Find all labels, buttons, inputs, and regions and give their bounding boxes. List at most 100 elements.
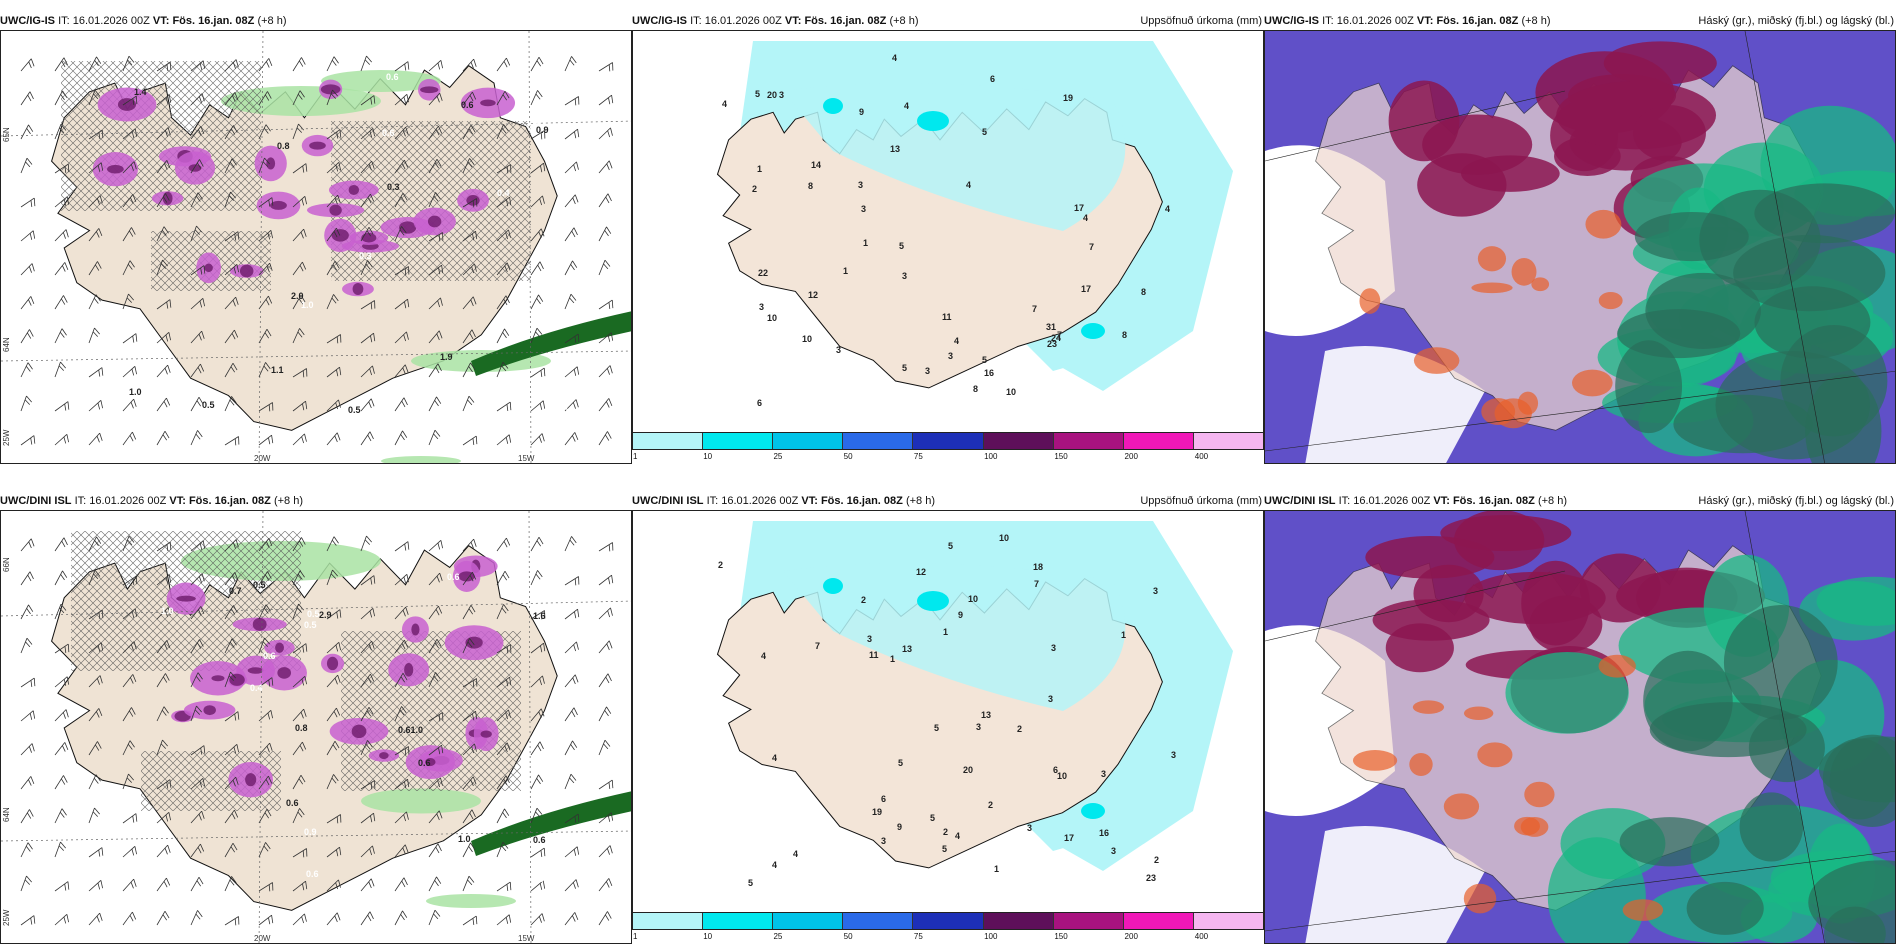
model-name: UWC/IG-IS — [632, 15, 687, 27]
wind-barb — [530, 774, 544, 790]
lat-label-66n: 66N — [2, 557, 11, 572]
cloud-map[interactable] — [1264, 30, 1896, 464]
wind-barb — [394, 573, 409, 586]
wind-barb — [54, 775, 68, 790]
wind-barb — [428, 539, 443, 552]
map-title: Uppsöfnuð úrkoma (mm) — [1140, 495, 1262, 507]
precip-value-label: 1 — [757, 164, 762, 174]
precip-value-label: 3 — [1048, 694, 1053, 704]
snow-core — [361, 232, 377, 243]
precip-value-label: 4 — [954, 336, 959, 346]
colorbar-ticks: 1 10 25 50 75 100 150 200 400 — [632, 452, 1264, 462]
wind-barb — [326, 674, 341, 688]
wind-barb — [292, 90, 305, 106]
map-title: Uppsöfnuð úrkoma (mm) — [1140, 15, 1262, 27]
precip-value-label: 6 — [757, 398, 762, 408]
precip-value-label: 4 — [892, 53, 897, 63]
precip-value-label: 16 — [984, 368, 994, 378]
wind-barb — [462, 842, 476, 858]
wind-barb — [190, 396, 204, 412]
precip-value-label: 11 — [942, 312, 952, 322]
precip-value-label: 9 — [897, 822, 902, 832]
it-label: IT: — [74, 495, 87, 507]
wind-barb — [326, 194, 341, 208]
wind-barb — [496, 709, 511, 722]
precip-band — [361, 788, 481, 814]
wind-barb — [224, 191, 236, 208]
wind-barb — [496, 328, 510, 344]
precip-map[interactable]: 4 3 13 20 12 10 16 18 17 19 23 11 9 5 3 3 6 4 5 3 2 4 5 2 10 7 13 9… — [632, 510, 1264, 922]
precip-value-label: 3 — [1171, 750, 1176, 760]
it-label: IT: — [706, 495, 719, 507]
cloud-map[interactable] — [1264, 510, 1896, 944]
wind-barb — [462, 915, 478, 926]
wind-barb — [428, 572, 443, 586]
wind-barb — [530, 642, 546, 654]
map-svg: 0.81.00.70.52.01.00.91.10.40.60.30.60.70… — [1, 31, 631, 463]
wind-barb — [156, 259, 168, 276]
wind-barb — [360, 95, 376, 106]
snow-core — [107, 164, 124, 174]
precip-map[interactable]: 5 4 4 4 4 10 3 22 17 14 12 8 3 10 19 16 31 24 8 4 3 7 8 3 5 3 6 8 9 3… — [632, 30, 1264, 442]
snow-core — [309, 141, 326, 150]
snow-core — [480, 99, 496, 107]
wind-barb — [292, 163, 308, 174]
wind-barb — [428, 158, 442, 174]
wind-barb — [394, 331, 409, 344]
wind-barb — [292, 57, 306, 72]
precip-value-label: 3 — [1153, 586, 1158, 596]
wind-barb — [54, 328, 67, 344]
colorbar-segment — [1053, 433, 1124, 449]
wind-barb — [326, 846, 342, 858]
precip-value-label: 13 — [902, 644, 912, 654]
wind-barb — [394, 706, 407, 722]
map-svg: 5444410322171412831019163124843783536893… — [633, 31, 1263, 441]
wind-barb — [190, 159, 204, 174]
precip-value-label: 5 — [755, 89, 760, 99]
wind-barb — [258, 842, 271, 858]
wind-barb — [598, 607, 613, 620]
wind-barb — [428, 330, 443, 344]
wind-barb — [88, 536, 102, 552]
snow-wind-map[interactable]: 0.8 1.0 0.7 0.5 2.0 1.0 0.9 1.1 0.4 0.6 0.3 0.6 0.7 0… — [0, 30, 632, 464]
panel-r1c2: UWC/IG-IS IT: 16.01.2026 00Z VT: Fös. 16… — [632, 12, 1264, 464]
wind-barb — [496, 164, 512, 174]
wind-barb — [54, 229, 69, 242]
wind-barb — [88, 261, 102, 276]
wind-barb — [190, 910, 203, 926]
precip-area-light — [783, 563, 1126, 711]
precip-area-mid — [1081, 323, 1105, 339]
wind-barb — [530, 327, 543, 344]
wind-barb — [224, 539, 239, 552]
precip-value-label: 7 — [815, 641, 820, 651]
wind-barb — [190, 810, 205, 824]
wind-barb — [20, 538, 35, 552]
precip-value-label: 5 — [942, 844, 947, 854]
wind-barb — [564, 260, 578, 276]
overlap-cloud — [1412, 700, 1445, 714]
wind-barb — [20, 91, 34, 106]
colorbar-tick: 25 — [773, 932, 783, 941]
precip-value-label: 4 — [772, 860, 777, 870]
wind-barb — [224, 231, 240, 242]
wind-barb — [292, 328, 305, 344]
precip-value-label: 12 — [916, 567, 926, 577]
wind-barb — [394, 298, 410, 310]
wind-barb — [564, 707, 578, 722]
wind-barb — [54, 913, 69, 926]
wind-barb — [530, 367, 546, 378]
colorbar-tick: 200 — [1124, 452, 1138, 461]
snow-wind-map[interactable]: 0.3 0.6 0.8 0.7 0.5 0.5 0.6 1.6 2.9 0.6 1.0 0.7 0.6 0… — [0, 510, 632, 944]
wind-barb — [156, 640, 171, 654]
wind-barb — [88, 294, 101, 310]
vt-label: VT: — [1433, 495, 1450, 507]
colorbar-tick: 50 — [843, 932, 853, 941]
lead-time: (+8 h) — [889, 15, 919, 27]
wind-barb — [122, 227, 136, 242]
wind-barb — [88, 56, 102, 72]
snow-core — [348, 184, 360, 195]
graticule-line — [1, 120, 631, 137]
colorbar-segment — [1123, 433, 1194, 449]
wind-barb — [564, 293, 577, 310]
snow-value-label: 0.4 — [497, 188, 510, 198]
